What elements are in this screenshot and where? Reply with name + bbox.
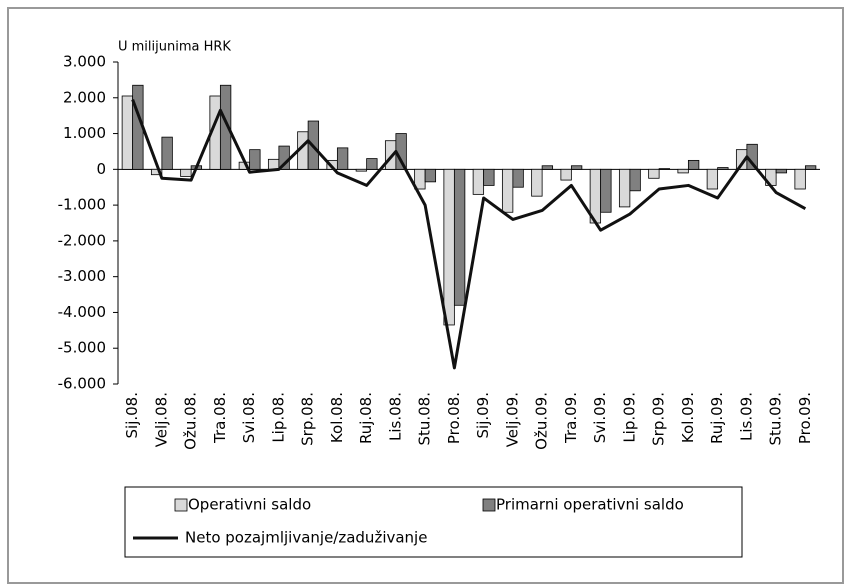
y-tick-label: -6.000: [58, 375, 106, 393]
legend-label: Operativni saldo: [188, 496, 311, 514]
y-axis-label: U milijunima HRK: [118, 40, 231, 55]
y-tick-label: -4.000: [58, 303, 106, 321]
legend-swatch: [482, 498, 496, 512]
bar: [570, 165, 583, 170]
x-tick-label: Pro.09.: [796, 392, 814, 444]
bar: [629, 168, 641, 192]
bar: [180, 168, 192, 177]
y-tick-label: 1.000: [63, 124, 106, 142]
line: [131, 99, 807, 370]
y-tick-label: 0: [96, 160, 106, 178]
y-tick-label: 3.000: [63, 53, 106, 71]
x-tick-label: Ruj.08.: [357, 392, 375, 444]
x-tick-label: Tra.08.: [211, 392, 229, 444]
x-tick-label: Ožu.09.: [533, 392, 551, 450]
bar: [443, 168, 455, 326]
bar: [794, 168, 806, 190]
bar: [355, 168, 368, 172]
bar: [775, 168, 788, 174]
x-tick-label: Ruj.09.: [708, 392, 726, 444]
bar: [249, 149, 261, 170]
x-tick-label: Svi.09.: [591, 392, 609, 443]
y-tick-label: -5.000: [58, 339, 106, 357]
legend-swatch: [174, 498, 188, 512]
legend-label: Primarni operativni saldo: [496, 496, 684, 514]
y-tick-label: -1.000: [58, 196, 106, 214]
legend: [124, 486, 743, 558]
bar: [687, 159, 700, 170]
bar: [472, 168, 485, 195]
y-tick-label: -3.000: [58, 267, 106, 285]
x-tick-label: Kol.09.: [679, 392, 697, 443]
x-tick-label: Srp.08.: [299, 392, 317, 446]
x-tick-label: Lis.08.: [386, 392, 404, 441]
bar: [453, 168, 466, 306]
bar: [121, 95, 134, 170]
x-tick-label: Sij.09.: [474, 392, 492, 438]
bar: [219, 84, 232, 170]
bar: [424, 168, 437, 183]
x-tick-label: Lis.09.: [737, 392, 755, 441]
x-tick-label: Pro.08.: [445, 392, 463, 444]
bar: [648, 168, 660, 179]
x-tick-label: Velj.08.: [152, 392, 170, 447]
x-tick-label: Lip.09.: [620, 392, 638, 443]
bar: [600, 168, 612, 213]
bar: [483, 168, 495, 186]
legend-label: Neto pozajmljivanje/zaduživanje: [185, 529, 427, 547]
x-tick-label: Ožu.08.: [182, 392, 200, 450]
bar: [531, 168, 543, 197]
bar: [512, 168, 524, 188]
bar: [618, 168, 631, 208]
x-tick-label: Lip.08.: [269, 392, 287, 443]
x-tick-label: Svi.08.: [240, 392, 258, 443]
bar: [150, 168, 163, 176]
bar: [541, 165, 554, 170]
bar: [161, 136, 173, 170]
x-tick-label: Kol.08.: [328, 392, 346, 443]
bar: [677, 168, 689, 174]
x-tick-label: Tra.09.: [562, 392, 580, 444]
x-tick-label: Stu.08.: [416, 392, 434, 446]
bar: [366, 158, 378, 170]
bar: [560, 168, 572, 181]
bar: [267, 158, 280, 170]
x-tick-label: Velj.09.: [503, 392, 521, 447]
x-tick-label: Srp.09.: [650, 392, 668, 446]
bar: [804, 165, 817, 170]
y-tick-label: 2.000: [63, 88, 106, 106]
x-tick-label: Sij.08.: [123, 392, 141, 438]
bar: [658, 168, 671, 170]
bar: [336, 147, 349, 170]
bar: [706, 168, 719, 190]
x-tick-label: Stu.09.: [767, 392, 785, 446]
bar: [717, 167, 729, 170]
bar: [501, 168, 514, 213]
y-tick-label: -2.000: [58, 231, 106, 249]
